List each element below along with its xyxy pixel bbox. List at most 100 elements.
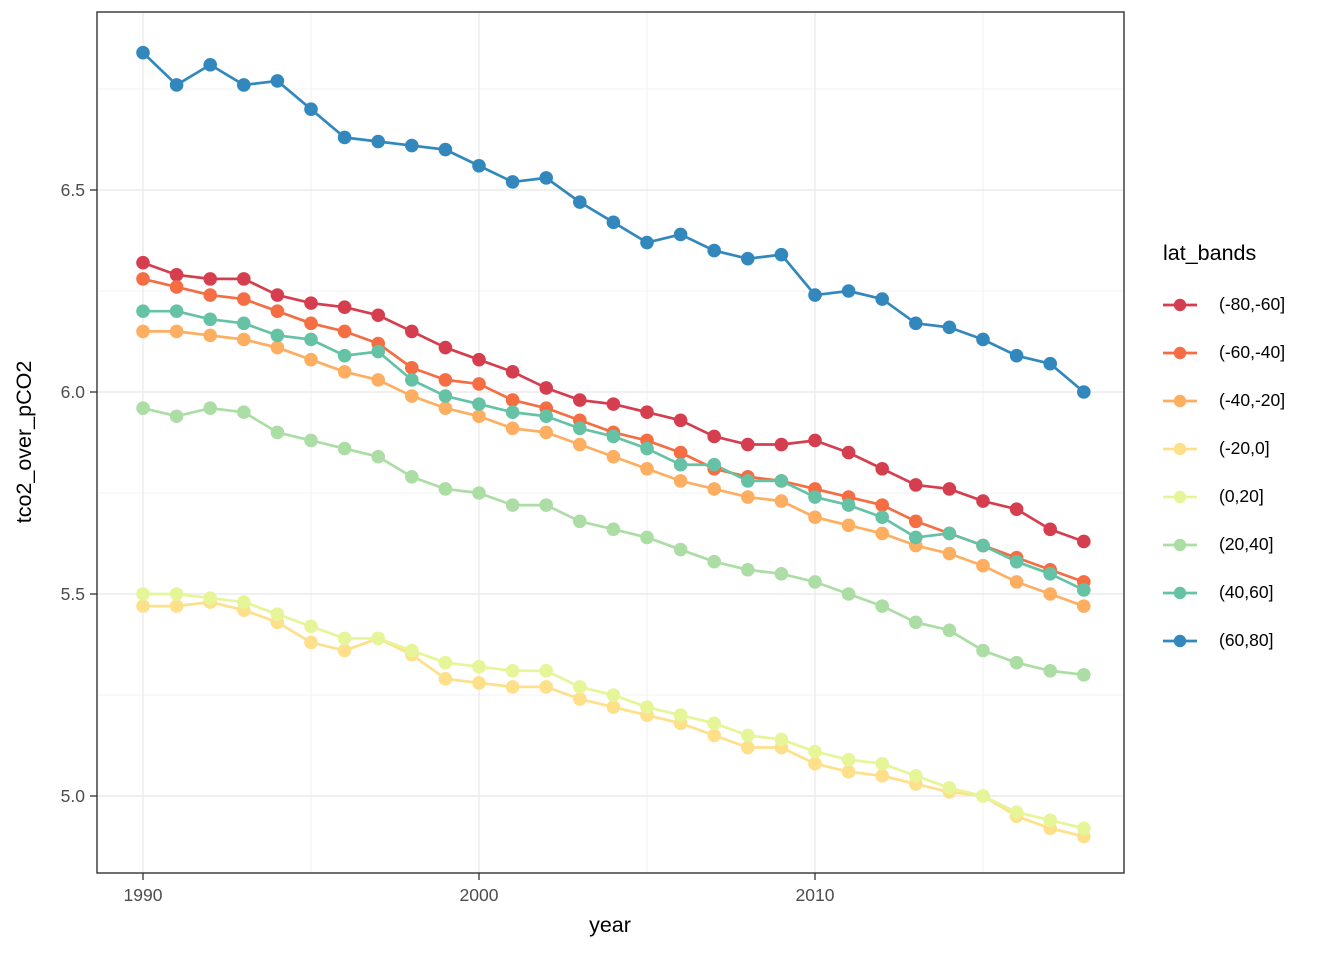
legend-item-(20,40]: (20,40] <box>1163 530 1285 559</box>
data-point <box>673 457 688 472</box>
data-point <box>371 373 386 387</box>
data-point <box>304 635 318 650</box>
data-point <box>774 437 789 452</box>
data-point <box>573 393 587 407</box>
data-point <box>371 134 386 149</box>
data-point <box>673 708 688 722</box>
data-point <box>774 567 789 581</box>
data-point <box>505 175 520 189</box>
data-point <box>203 401 217 415</box>
data-point <box>573 421 587 436</box>
legend-label: (60,80] <box>1219 630 1274 650</box>
data-point <box>136 324 150 339</box>
data-point <box>203 591 217 605</box>
data-point <box>270 288 285 302</box>
data-point <box>1009 502 1024 516</box>
data-point <box>505 663 520 678</box>
data-point <box>707 728 721 743</box>
series-points <box>136 45 1091 844</box>
legend-key-icon <box>1163 442 1197 455</box>
data-point <box>169 304 184 319</box>
data-point <box>472 409 486 424</box>
data-point <box>237 316 251 331</box>
legend: lat_bands (-80,-60] (-60,-40] (-40,-20] (-2… <box>1163 240 1285 655</box>
data-point <box>405 138 419 153</box>
data-point <box>270 304 285 319</box>
data-point <box>976 332 990 347</box>
legend-key-icon <box>1163 394 1197 407</box>
legend-label: (-60,-40] <box>1219 342 1286 362</box>
data-point <box>337 130 352 145</box>
data-point <box>841 498 856 512</box>
data-point <box>841 764 856 779</box>
data-point <box>203 272 217 286</box>
data-point <box>741 490 755 504</box>
legend-label: (40,60] <box>1219 582 1274 602</box>
series-line-(-20,0] <box>141 600 1086 838</box>
legend-label: (-80,-60] <box>1219 294 1286 314</box>
legend-key-icon <box>1163 586 1197 599</box>
data-point <box>405 360 419 375</box>
data-point <box>136 272 150 286</box>
data-point <box>203 328 217 343</box>
data-point <box>136 587 150 601</box>
data-point <box>169 409 184 424</box>
data-point <box>909 514 923 529</box>
data-point <box>909 530 923 545</box>
data-point <box>909 615 923 630</box>
data-point <box>841 518 856 533</box>
data-point <box>337 324 352 339</box>
data-point <box>707 554 721 569</box>
data-point <box>673 227 688 242</box>
data-point <box>1077 821 1091 836</box>
data-point <box>405 389 419 403</box>
data-point <box>1077 534 1091 549</box>
data-point <box>707 243 721 258</box>
data-point <box>1009 575 1024 589</box>
data-point <box>472 352 486 367</box>
data-point <box>707 429 721 444</box>
data-point <box>976 538 990 553</box>
y-tick-label: 5.0 <box>61 786 86 806</box>
data-point <box>1009 554 1024 569</box>
series-line-(-40,-20] <box>141 330 1086 608</box>
data-point <box>875 756 889 771</box>
legend-key-icon <box>1163 346 1197 359</box>
data-point <box>337 631 352 646</box>
data-point <box>573 514 587 529</box>
data-point <box>169 78 184 92</box>
data-point <box>438 389 453 403</box>
data-point <box>841 284 856 298</box>
data-point <box>1077 583 1091 597</box>
y-tick-label: 6.0 <box>61 382 86 402</box>
legend-item-(-40,-20]: (-40,-20] <box>1163 386 1285 415</box>
legend-label: (0,20] <box>1219 486 1264 506</box>
data-point <box>169 587 184 601</box>
legend-items: (-80,-60] (-60,-40] (-40,-20] (-20,0] (0,20]… <box>1163 290 1285 655</box>
data-point <box>237 332 251 347</box>
data-point <box>808 575 822 589</box>
data-point <box>942 623 957 638</box>
data-point <box>505 405 520 420</box>
data-point <box>942 526 957 541</box>
data-point <box>741 474 755 488</box>
data-point <box>606 397 621 411</box>
data-point <box>573 680 587 694</box>
data-point <box>304 433 318 448</box>
data-point <box>169 324 184 339</box>
data-point <box>270 607 285 621</box>
data-point <box>1009 805 1024 819</box>
legend-item-(-20,0]: (-20,0] <box>1163 434 1285 463</box>
data-point <box>875 599 889 613</box>
data-point <box>472 659 486 674</box>
data-point <box>136 45 150 60</box>
data-point <box>875 510 889 525</box>
data-point <box>1043 567 1057 581</box>
data-point <box>237 595 251 609</box>
data-point <box>841 752 856 767</box>
y-tick-label: 5.5 <box>61 584 85 604</box>
data-point <box>237 272 251 286</box>
series-lines <box>141 51 1086 838</box>
data-point <box>136 599 150 613</box>
